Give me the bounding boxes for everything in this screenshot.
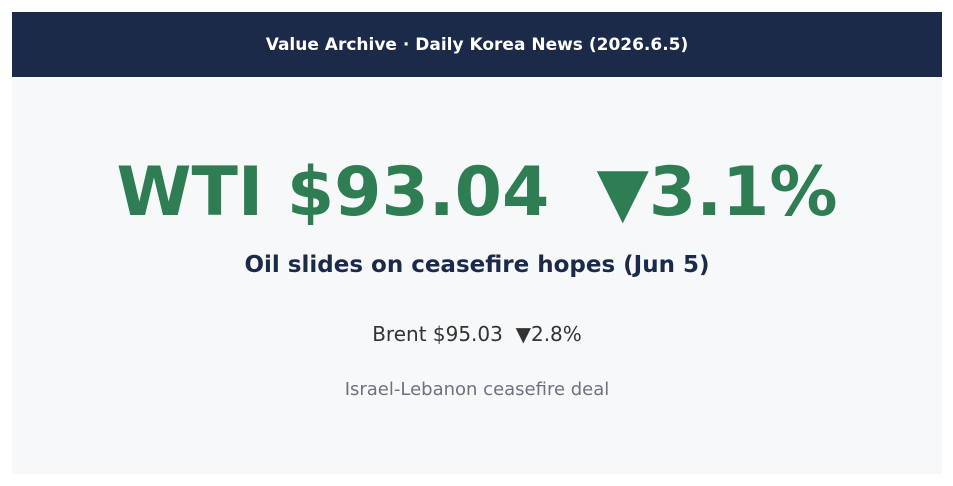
note: Israel-Lebanon ceasefire deal [344,379,610,400]
secondary-quote: Brent $95.03 ▼2.8% [372,322,582,346]
header-title: Value Archive · Daily Korea News (2026.6… [12,12,942,77]
headline: WTI $93.04 ▼3.1% [116,153,838,232]
news-card: Value Archive · Daily Korea News (2026.6… [12,12,942,474]
subtitle: Oil slides on ceasefire hopes (Jun 5) [244,252,710,278]
